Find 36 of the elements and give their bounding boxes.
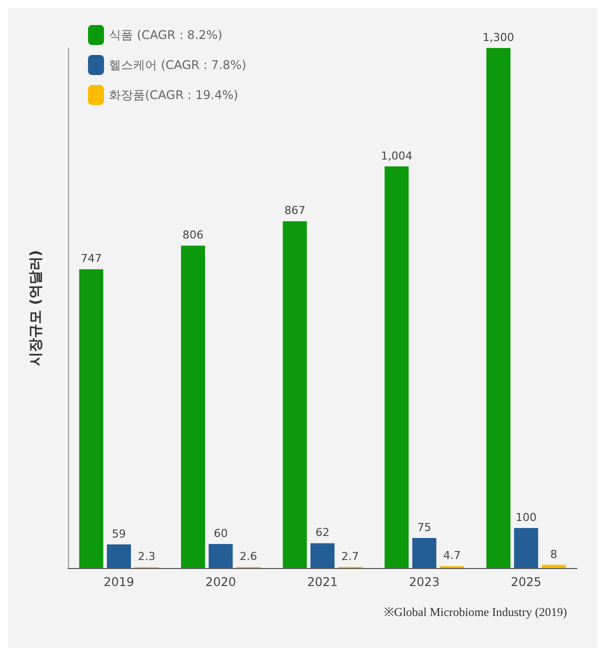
bar — [514, 528, 538, 568]
data-label: 1,004 — [380, 149, 412, 162]
bar — [486, 48, 510, 568]
x-tick-label: 2025 — [510, 575, 542, 589]
bar — [208, 544, 233, 568]
data-label: 2.6 — [240, 550, 258, 563]
x-tick-label: 2019 — [104, 575, 134, 589]
data-label: 60 — [214, 527, 228, 540]
x-tick-label: 2023 — [409, 575, 440, 589]
y-axis-title: 시장규모 (억달러) — [28, 250, 44, 366]
x-tick-label: 2020 — [205, 575, 236, 589]
data-label: 2.7 — [341, 550, 359, 563]
legend-label: 헬스케어 (CAGR : 7.8%) — [109, 58, 246, 72]
data-label: 1,300 — [482, 31, 514, 44]
bar — [542, 564, 566, 568]
data-label: 806 — [182, 228, 204, 242]
data-label: 100 — [516, 511, 537, 524]
bar — [412, 538, 436, 568]
legend-label: 식품 (CAGR : 8.2%) — [109, 28, 222, 42]
bar — [181, 246, 206, 568]
data-label: 62 — [316, 526, 330, 540]
data-label: 4.7 — [443, 549, 461, 562]
legend-label: 화장품(CAGR : 19.4%) — [109, 88, 238, 102]
text: ※Global Microbiome Industry (2019) — [384, 605, 568, 619]
data-label: 2.3 — [138, 550, 156, 564]
x-tick-label: 2021 — [307, 575, 338, 589]
data-label: 75 — [417, 521, 432, 534]
bar — [384, 166, 409, 568]
bar — [282, 221, 307, 568]
bar — [79, 269, 104, 568]
data-label: 747 — [80, 252, 102, 266]
data-label: 867 — [284, 204, 306, 218]
bar — [106, 544, 131, 568]
data-label: 8 — [550, 548, 558, 561]
data-label: 59 — [112, 527, 126, 540]
bar — [310, 543, 335, 568]
